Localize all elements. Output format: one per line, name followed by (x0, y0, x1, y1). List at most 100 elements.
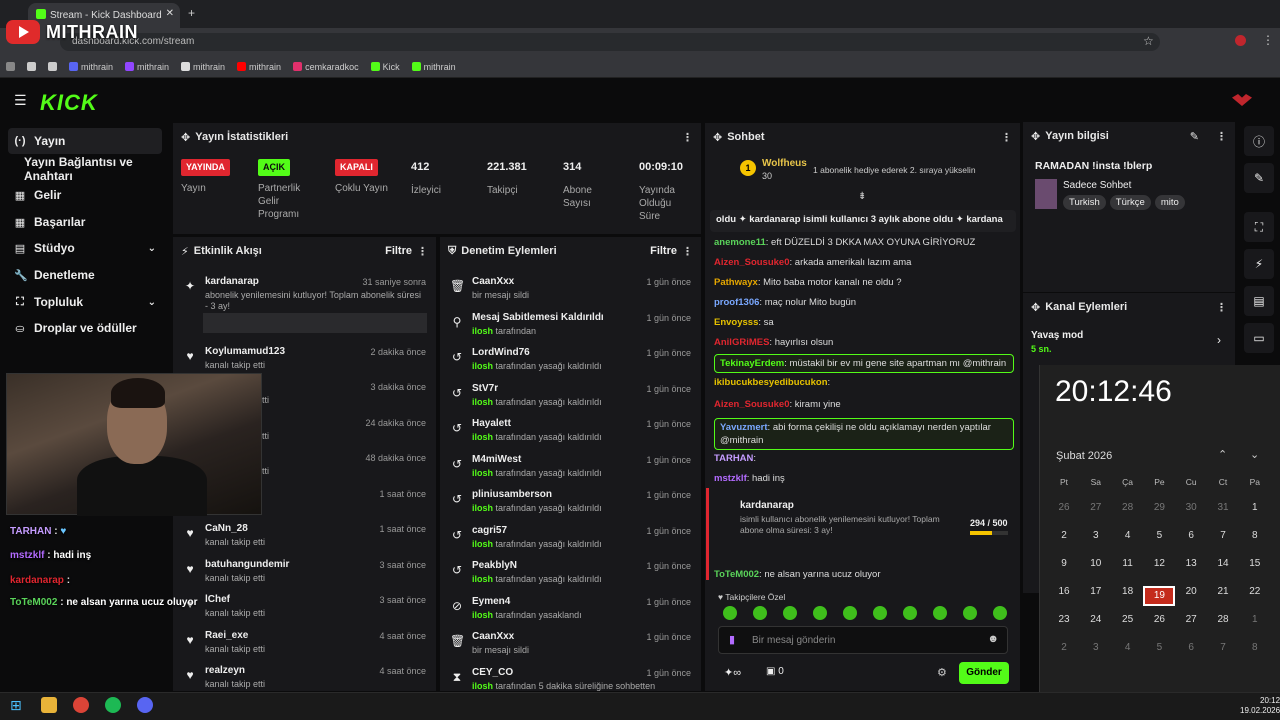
bookmark-star-icon[interactable]: ☆ (1143, 34, 1154, 48)
sidebar-item-denetleme[interactable]: 🔧 Denetleme (8, 262, 162, 288)
file-explorer-icon[interactable] (41, 697, 57, 713)
list-item[interactable]: 1 saat önce (173, 483, 436, 517)
sub-card-user[interactable]: kardanarap (740, 500, 794, 511)
chat-username[interactable]: AnilGRiMES (714, 337, 770, 348)
emote-icon[interactable] (933, 606, 947, 620)
calendar-day[interactable]: 16 (1058, 586, 1070, 597)
chat-username[interactable]: Aizen_Sousuke0 (714, 399, 790, 410)
chat-message[interactable]: TekinayErdem: müstakil bir ev mi gene si… (714, 354, 1014, 373)
moderation-row[interactable]: 🗑 CaanXxx bir mesajı sildi 1 gün önce (440, 271, 701, 305)
calendar-day[interactable]: 19 (1143, 586, 1176, 606)
bookmark-x[interactable]: mithrain (181, 62, 225, 72)
calendar-day[interactable]: 26 (1058, 502, 1070, 513)
next-month-icon[interactable]: ⌄ (1250, 449, 1260, 461)
spotify-icon[interactable] (105, 697, 121, 713)
slow-mode-label[interactable]: Yavaş mod (1031, 330, 1084, 341)
chat-username[interactable]: TekinayErdem (720, 358, 785, 369)
calendar-day[interactable]: 3 (1093, 642, 1099, 653)
calendar-day[interactable]: 9 (1061, 558, 1067, 569)
chevron-down-icon[interactable]: ⌄ (147, 242, 156, 254)
edit-icon[interactable]: ✎ (1189, 130, 1199, 143)
chat-bubble-icon[interactable]: ▭ (1244, 323, 1274, 353)
calendar-day[interactable]: 1 (1252, 502, 1258, 513)
bookmark-apps-icon[interactable] (6, 62, 15, 71)
profile-avatar[interactable] (1235, 35, 1246, 46)
bookmark-kick-mithrain[interactable]: mithrain (411, 62, 456, 72)
calendar-day[interactable]: 10 (1090, 558, 1102, 569)
calendar-day[interactable]: 25 (1122, 614, 1134, 625)
calendar-day[interactable]: 2 (1061, 530, 1067, 541)
chevron-right-icon[interactable]: › (1217, 333, 1221, 347)
chat-username[interactable]: anemone11 (714, 237, 766, 248)
calendar-day[interactable]: 21 (1217, 586, 1229, 597)
calendar-day[interactable]: 8 (1252, 642, 1258, 653)
moderation-row[interactable]: ⚲ Mesaj Sabitlemesi Kaldırıldı ilosh tar… (440, 307, 701, 341)
moderation-row[interactable]: ↺ LordWind76 ilosh tarafından yasağı kal… (440, 342, 701, 376)
emote-icon[interactable] (903, 606, 917, 620)
list-item[interactable]: ♥ lChef kanalı takip etti 3 saat önce (173, 589, 436, 623)
discord-icon[interactable] (137, 697, 153, 713)
more-menu-icon[interactable]: ⋮ (1001, 131, 1012, 144)
info-icon[interactable]: ⓘ (1244, 126, 1274, 156)
calendar-day[interactable]: 5 (1156, 530, 1163, 541)
document-icon[interactable]: ▤ (1244, 286, 1274, 316)
bookmark-instagram[interactable]: cemkaradkoc (293, 62, 359, 72)
calendar-day[interactable]: 6 (1188, 642, 1194, 653)
chat-username[interactable]: Aizen_Sousuke0 (714, 257, 790, 268)
url-field[interactable]: dashboard.kick.com/stream (60, 33, 1160, 51)
more-menu-icon[interactable]: ⋮ (682, 131, 693, 144)
moderation-row[interactable]: ↺ M4miWest ilosh tarafından yasağı kaldı… (440, 449, 701, 483)
bookmark-folder-icon[interactable] (48, 62, 57, 71)
calendar-day[interactable]: 13 (1185, 558, 1197, 569)
emoji-icon[interactable]: ☻ (987, 633, 999, 645)
chat-input[interactable]: ▮ Bir mesaj gönderin ☻ (718, 626, 1008, 654)
calendar-day[interactable]: 27 (1090, 502, 1102, 513)
moderation-row[interactable]: ↺ cagri57 ilosh tarafından yasağı kaldır… (440, 520, 701, 554)
sidebar-item-topluluk[interactable]: ⛶ Topluluk ⌄ (8, 289, 162, 315)
calendar-day[interactable]: 4 (1124, 530, 1131, 541)
calendar-day[interactable]: 11 (1122, 558, 1133, 569)
moderation-row[interactable]: ↺ StV7r ilosh tarafından yasağı kaldırıl… (440, 378, 701, 412)
chat-message[interactable]: Yavuzmert: abi forma çekilişi ne oldu aç… (714, 418, 1014, 450)
calendar-day[interactable]: 14 (1217, 558, 1229, 569)
moderation-row[interactable]: ↺ PeakblyN ilosh tarafından yasağı kaldı… (440, 555, 701, 589)
chat-username[interactable]: Yavuzmert (720, 422, 768, 433)
chat-message[interactable]: TARHAN: (714, 453, 757, 464)
more-menu-icon[interactable]: ⋮ (682, 245, 693, 258)
calendar-day[interactable]: 18 (1122, 586, 1134, 597)
emote-icon[interactable] (723, 606, 737, 620)
sidebar-item-yayin[interactable]: (·) Yayın (8, 128, 162, 154)
moderation-row[interactable]: ↺ Hayalett ilosh tarafından yasağı kaldı… (440, 413, 701, 447)
chat-message[interactable]: ikibucukbesyedibucukon: (714, 377, 831, 388)
list-item[interactable]: ♥ CaNn_28 kanalı takip etti 1 saat önce (173, 518, 436, 552)
prev-month-icon[interactable]: ⌃ (1218, 449, 1228, 461)
calendar-day[interactable]: 12 (1153, 558, 1165, 569)
more-menu-icon[interactable]: ⋮ (417, 245, 428, 258)
calendar-day[interactable]: 20 (1185, 586, 1197, 597)
calendar-day[interactable]: 26 (1153, 614, 1165, 625)
kick-logo[interactable]: KICK (40, 90, 98, 115)
fullscreen-icon[interactable]: ⛶ (1244, 212, 1274, 242)
calendar-day[interactable]: 7 (1220, 530, 1226, 541)
chat-username[interactable]: mstzklf (714, 473, 747, 484)
category-name[interactable]: Sadece Sohbet (1063, 180, 1132, 191)
calendar-day[interactable]: 17 (1090, 586, 1102, 597)
list-item[interactable]: ✦ kardanarap abonelik yenilemesini kutluyo… (173, 271, 436, 337)
chat-username[interactable]: Envoysss (714, 317, 759, 328)
moderation-row[interactable]: ↺ pliniusamberson ilosh tarafından yasağ… (440, 484, 701, 518)
bolt-icon[interactable]: ⚡ (1244, 249, 1274, 279)
emote-icon[interactable] (963, 606, 977, 620)
chat-username[interactable]: TARHAN (714, 453, 754, 464)
calendar-day[interactable]: 6 (1188, 530, 1194, 541)
calendar-day[interactable]: 4 (1124, 642, 1131, 653)
sidebar-item-stream-key[interactable]: Yayın Bağlantısı ve Anahtarı (8, 155, 170, 183)
moderation-row[interactable]: 🗑 CaanXxx bir mesajı sildi 1 gün önce (440, 626, 701, 660)
move-icon[interactable]: ✥ (1031, 301, 1041, 314)
calendar-day[interactable]: 5 (1156, 642, 1163, 653)
taskbar-clock[interactable]: 20:12 19.02.2026 (1240, 696, 1280, 716)
bookmark-kick[interactable]: Kick (370, 62, 400, 72)
hamburger-menu-icon[interactable]: ☰ (14, 92, 27, 108)
chat-message[interactable]: anemone11: eft DÜZELDİ 3 DKKA MAX OYUNA … (714, 237, 976, 248)
browser-menu-icon[interactable]: ⋮ (1262, 33, 1274, 47)
calendar-day[interactable]: 3 (1093, 530, 1099, 541)
